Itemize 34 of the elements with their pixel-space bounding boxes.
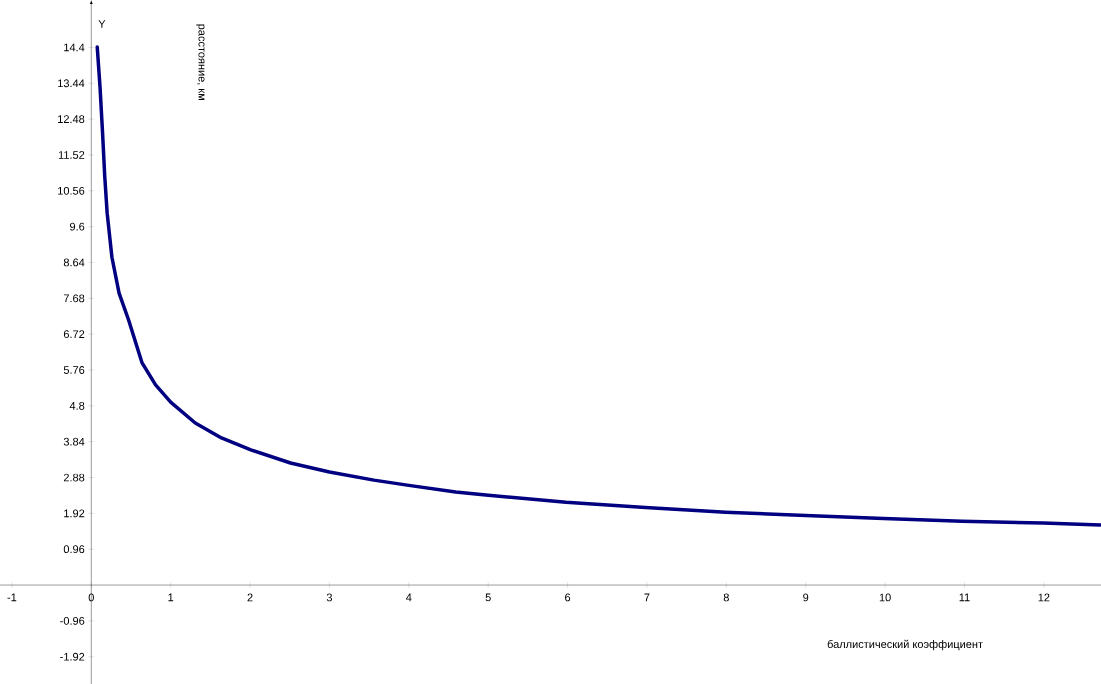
y-tick-label: 11.52 <box>58 151 85 159</box>
x-tick-label: 3 <box>326 593 333 602</box>
x-tick-label: 5 <box>485 593 491 602</box>
x-tick-label: -1 <box>7 593 17 602</box>
y-tick-label: 8.64 <box>63 258 85 267</box>
y-tick-label: 1.92 <box>64 509 85 518</box>
y-tick-label: 3.84 <box>63 437 85 446</box>
x-tick-label: 0 <box>88 593 94 602</box>
annotation: Y <box>98 20 106 28</box>
x-axis-title: баллистический коэффициент <box>827 639 983 651</box>
y-tick-label: 4.8 <box>69 401 85 410</box>
y-tick-label: 2.88 <box>63 473 85 482</box>
x-tick-label: 4 <box>406 593 412 602</box>
y-tick-label: 10.56 <box>58 186 85 195</box>
y-tick-label: 12.48 <box>58 115 85 123</box>
x-tick-label: 1 <box>168 593 174 602</box>
y-tick-label: 9.6 <box>69 222 85 231</box>
x-tick-label: 2 <box>247 593 253 602</box>
y-tick-label: 13.44 <box>58 79 85 88</box>
x-tick-label: 12 <box>1038 593 1050 602</box>
y-axis-title: расстояние, км <box>196 24 205 101</box>
x-tick-label: 6 <box>565 593 571 602</box>
x-tick-label: 7 <box>644 593 650 602</box>
x-tick-label: 9 <box>803 593 809 602</box>
y-tick-label: 6.72 <box>63 330 85 339</box>
y-tick-label: -0.96 <box>60 617 85 625</box>
y-tick-label: -1.92 <box>60 652 85 661</box>
y-tick-label: 14.4 <box>64 43 85 52</box>
x-tick-label: 11 <box>959 593 970 602</box>
y-tick-label: 7.68 <box>63 294 85 303</box>
x-tick-label: 10 <box>879 593 891 602</box>
x-tick-label: 8 <box>723 593 729 602</box>
y-tick-label: 5.76 <box>63 366 85 374</box>
y-tick-label: 0.96 <box>63 545 85 554</box>
